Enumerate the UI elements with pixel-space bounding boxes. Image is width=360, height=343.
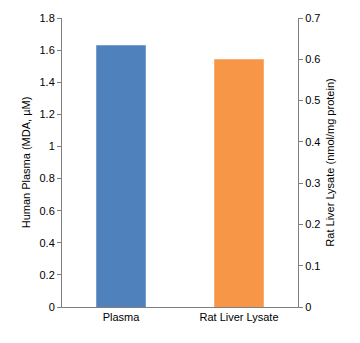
svg-text:Rat Liver Lysate (nmol/mg prot: Rat Liver Lysate (nmol/mg protein) (324, 78, 336, 246)
svg-text:1.8: 1.8 (40, 12, 55, 24)
svg-text:0.5: 0.5 (305, 94, 320, 106)
svg-text:0.6: 0.6 (305, 53, 320, 65)
svg-text:1.6: 1.6 (40, 44, 55, 56)
svg-text:0: 0 (49, 301, 55, 313)
svg-text:0.3: 0.3 (305, 177, 320, 189)
svg-text:Rat Liver Lysate: Rat Liver Lysate (199, 311, 278, 323)
svg-text:0.6: 0.6 (40, 205, 55, 217)
svg-text:1.4: 1.4 (40, 76, 55, 88)
svg-text:0.1: 0.1 (305, 260, 320, 272)
svg-text:Plasma: Plasma (103, 311, 141, 323)
svg-text:0.4: 0.4 (305, 136, 320, 148)
svg-text:Human Plasma (MDA, µM): Human Plasma (MDA, µM) (20, 97, 32, 229)
svg-text:0: 0 (305, 301, 311, 313)
svg-text:0.7: 0.7 (305, 12, 320, 24)
svg-text:0.2: 0.2 (40, 269, 55, 281)
svg-text:0.4: 0.4 (40, 237, 55, 249)
svg-text:0.2: 0.2 (305, 218, 320, 230)
svg-text:1: 1 (49, 140, 55, 152)
svg-text:0.8: 0.8 (40, 172, 55, 184)
svg-text:1.2: 1.2 (40, 108, 55, 120)
